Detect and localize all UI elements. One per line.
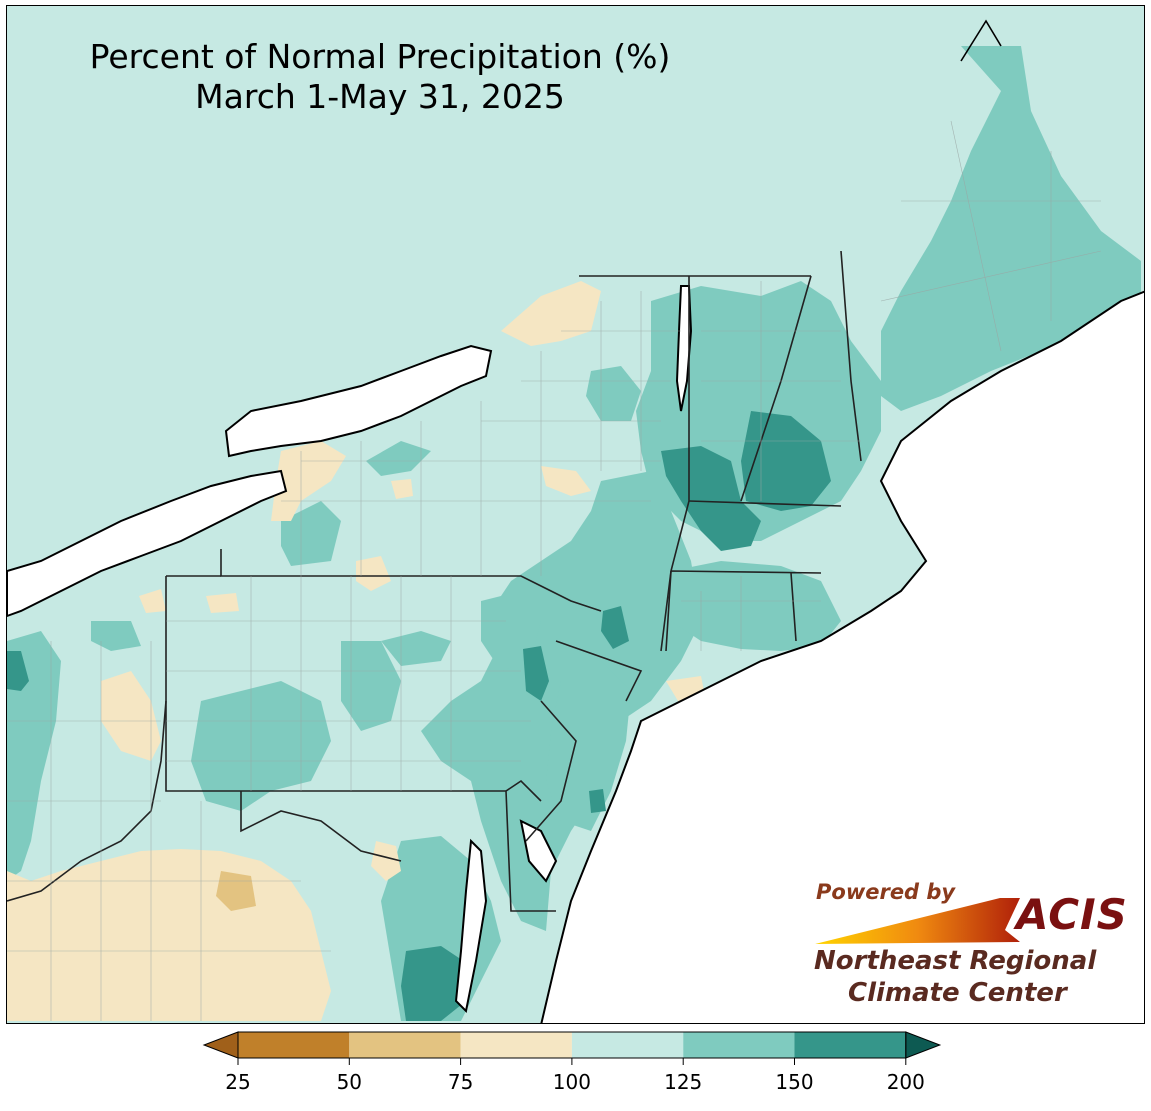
county-lines bbox=[7, 120, 1102, 1021]
lake-ontario bbox=[224, 344, 493, 458]
org-name-line1: Northeast Regional bbox=[814, 946, 1097, 976]
colorbar-tick-label: 50 bbox=[337, 1070, 362, 1094]
zone-maine bbox=[881, 46, 1141, 411]
zone-pa-east-spot bbox=[523, 646, 549, 701]
border-wv-va bbox=[7, 700, 167, 902]
colorbar-legend: 25 50 75 100 125 150 200 bbox=[202, 1031, 942, 1094]
colorbar-swatch-75-100 bbox=[460, 1032, 572, 1058]
colorbar-arrow-high bbox=[905, 1031, 942, 1059]
border-ma-ct bbox=[665, 570, 822, 652]
acis-wordmark: ACIS bbox=[1016, 890, 1128, 939]
colorbar-swatches bbox=[202, 1031, 942, 1059]
zone-central-pa bbox=[341, 641, 401, 731]
acis-swoosh-icon bbox=[815, 898, 1020, 944]
zone-south-pa bbox=[191, 681, 331, 811]
zone-pa-south bbox=[356, 556, 391, 591]
colorbar-swatch-150-200 bbox=[794, 1032, 906, 1058]
zone-central-pa2 bbox=[381, 631, 451, 666]
zone-ohio-west bbox=[101, 671, 161, 761]
coastline bbox=[960, 19, 1002, 62]
colorbar-swatch-100-125 bbox=[571, 1032, 684, 1058]
powered-by-label: Powered by bbox=[816, 880, 956, 904]
zone-nj bbox=[546, 661, 631, 831]
colorbar-tick-label: 200 bbox=[887, 1070, 925, 1094]
zone-west-pa-1 bbox=[91, 621, 141, 651]
colorbar-tick-label: 75 bbox=[448, 1070, 473, 1094]
lake-erie bbox=[7, 469, 288, 618]
zone-ny-north-coast bbox=[501, 281, 601, 346]
zone-ohio-spot bbox=[139, 589, 166, 613]
water-bodies bbox=[7, 285, 1144, 1023]
zone-ny-adk bbox=[586, 366, 641, 421]
acis-logo: Powered by ACIS Northeast Regional Clima… bbox=[810, 880, 1130, 1010]
org-name-line2: Climate Center bbox=[848, 978, 1067, 1008]
border-pa bbox=[165, 575, 506, 792]
zone-ny-west bbox=[281, 501, 341, 566]
zone-pa-west-spot bbox=[206, 593, 239, 613]
colorbar-arrow-low bbox=[202, 1031, 239, 1059]
colorbar-swatch-50-75 bbox=[349, 1032, 461, 1058]
zone-ny-spot2 bbox=[391, 479, 413, 499]
zone-west-wv bbox=[7, 631, 61, 881]
colorbar-ticks: 25 50 75 100 125 150 200 bbox=[225, 1058, 925, 1094]
colorbar-swatch-125-150 bbox=[683, 1032, 795, 1058]
border-ny-vt bbox=[579, 275, 811, 652]
map-subtitle: March 1-May 31, 2025 bbox=[195, 77, 565, 116]
border-md-de bbox=[505, 779, 556, 912]
colorbar-tick-label: 125 bbox=[664, 1070, 702, 1094]
atlantic bbox=[540, 290, 1144, 1023]
border-nj bbox=[525, 640, 643, 842]
zone-vt-nh-border bbox=[661, 446, 761, 551]
zone-ny-north bbox=[366, 441, 431, 476]
state-borders bbox=[7, 250, 862, 912]
chesapeake-bay bbox=[454, 838, 488, 1014]
zone-chesapeake bbox=[401, 946, 471, 1021]
zone-ny-spot1 bbox=[541, 466, 591, 496]
precipitation-map bbox=[7, 6, 1144, 1023]
border-wv-md bbox=[240, 791, 402, 862]
zone-ct-spot bbox=[601, 606, 629, 649]
colorbar-tick-label: 150 bbox=[775, 1070, 813, 1094]
map-title: Percent of Normal Precipitation (%) bbox=[89, 37, 671, 76]
colorbar-swatch-25-50 bbox=[238, 1032, 350, 1058]
zone-nj-spot bbox=[589, 789, 606, 813]
colorbar-tick-label: 25 bbox=[225, 1070, 250, 1094]
zone-ct-ma bbox=[671, 561, 841, 651]
map-panel bbox=[6, 5, 1145, 1024]
zone-md-spot bbox=[371, 841, 401, 881]
border-nh-me bbox=[840, 250, 862, 462]
border-ny-pa bbox=[220, 549, 602, 612]
colorbar-tick-label: 100 bbox=[553, 1070, 591, 1094]
zone-west-edge bbox=[7, 651, 29, 691]
